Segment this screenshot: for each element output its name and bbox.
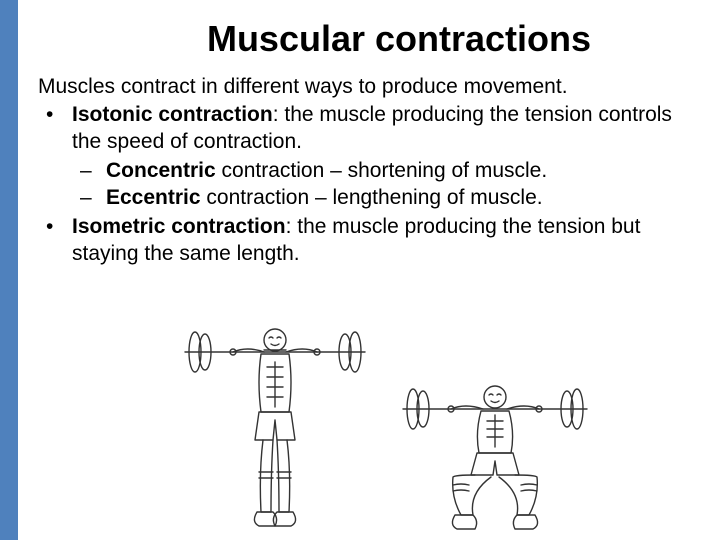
intro-text: Muscles contract in different ways to pr… xyxy=(38,74,700,100)
definition: contraction – lengthening of muscle. xyxy=(201,186,543,209)
bottom-squat-icon xyxy=(395,375,595,545)
sub-list: Concentric contraction – shortening of m… xyxy=(72,158,700,212)
figure-area xyxy=(0,280,720,540)
term: Isotonic contraction xyxy=(72,103,273,126)
term: Concentric xyxy=(106,159,216,182)
list-item: Isometric contraction: the muscle produc… xyxy=(38,214,700,268)
page-title: Muscular contractions xyxy=(98,18,700,60)
list-item: Isotonic contraction: the muscle produci… xyxy=(38,102,700,212)
term: Isometric contraction xyxy=(72,215,286,238)
definition: contraction – shortening of muscle. xyxy=(216,159,548,182)
standing-squat-icon xyxy=(175,312,375,542)
list-item: Concentric contraction – shortening of m… xyxy=(72,158,700,185)
term: Eccentric xyxy=(106,186,201,209)
bullet-list: Isotonic contraction: the muscle produci… xyxy=(38,102,700,267)
list-item: Eccentric contraction – lengthening of m… xyxy=(72,185,700,212)
